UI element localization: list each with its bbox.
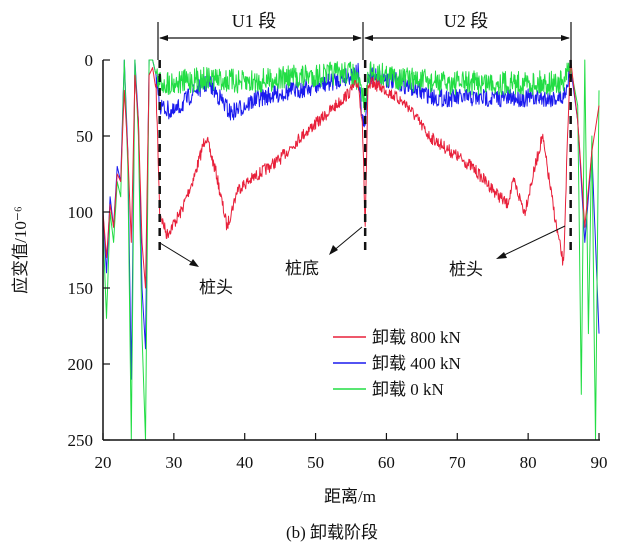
segment-brackets: U1 段 U2 段 [157,11,572,60]
pile-dashed-lines [158,60,572,250]
y-tick-label: 0 [85,51,94,70]
x-tick-label: 50 [307,453,324,472]
x-tick-label: 20 [95,453,112,472]
x-tick-label: 70 [449,453,466,472]
series-layer [102,59,600,441]
legend: 卸载 800 kN 卸载 400 kN 卸载 0 kN [333,328,461,399]
caption: (b) 卸载阶段 [286,523,378,542]
x-tick-label: 90 [591,453,608,472]
y-tick-label: 250 [68,431,94,450]
legend-label-800: 卸载 800 kN [372,328,461,347]
x-tick-label: 60 [378,453,395,472]
x-tick-label: 30 [165,453,182,472]
series-line-2 [102,59,600,441]
legend-label-400: 卸载 400 kN [372,354,461,373]
u1-label: U1 段 [232,11,277,31]
y-tick-label: 50 [76,127,93,146]
y-tick-label: 150 [68,279,94,298]
x-tick-label: 40 [236,453,253,472]
y-tick-label: 100 [68,203,94,222]
y-axis-label: 应变值/10⁻⁶ [11,206,30,294]
callouts: 桩头 桩底 桩头 [159,225,566,297]
pile-head-right-label: 桩头 [449,260,483,279]
x-tick-label: 80 [520,453,537,472]
u2-label: U2 段 [444,11,489,31]
series-line-1 [102,59,600,380]
ticks: 20 30 40 50 60 70 80 90 0 50 100 150 200 250 [68,51,608,472]
y-tick-label: 200 [68,355,94,374]
x-axis-label: 距离/m [324,487,376,506]
pile-head-left-label: 桩头 [199,278,233,297]
legend-label-0: 卸载 0 kN [372,380,444,399]
series-line-0 [102,59,600,289]
pile-bottom-label: 桩底 [285,259,319,278]
axes [102,60,600,441]
